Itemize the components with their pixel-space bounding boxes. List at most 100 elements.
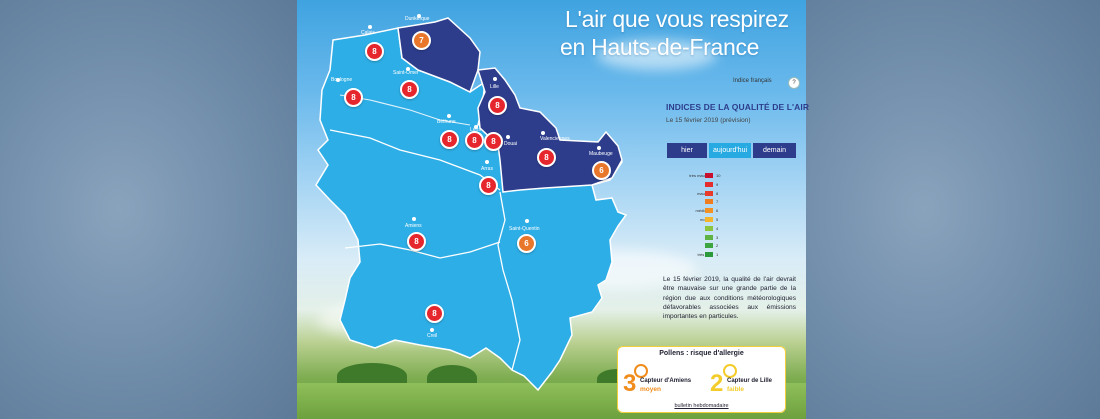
indices-title: INDICES DE LA QUALITÉ DE L'AIR — [666, 102, 810, 112]
map-border — [497, 191, 521, 371]
city-dot — [474, 125, 478, 129]
city-label: Lens — [470, 127, 481, 133]
pollens-title: Pollens : risque d'allergie — [659, 350, 744, 357]
scale-swatch — [705, 173, 713, 178]
air-quality-marker[interactable]: 8 — [365, 42, 384, 61]
scale-row: 2 — [680, 242, 740, 250]
scale-label: très bon — [697, 252, 712, 258]
scale-value: 5 — [716, 217, 719, 222]
city-dot — [525, 219, 529, 223]
air-quality-marker[interactable]: 8 — [484, 132, 503, 151]
scale-swatch — [705, 199, 713, 205]
pollen-lille-value: 2 — [710, 370, 724, 397]
city-dot — [597, 146, 601, 150]
scale-row: 9 — [680, 181, 740, 189]
index-type-link[interactable]: Indice français — [733, 78, 772, 84]
air-quality-marker[interactable]: 7 — [412, 31, 431, 50]
city-label: Valenciennes — [540, 136, 570, 142]
scale-row: bon3 — [680, 234, 740, 242]
air-quality-marker[interactable]: 6 — [517, 234, 536, 253]
scale-value: 6 — [716, 208, 719, 214]
scale-value: 10 — [716, 173, 721, 178]
scale-swatch — [705, 190, 713, 196]
city-label: Béthune — [437, 119, 456, 125]
pollen-lille-label[interactable]: Capteur de Lille — [727, 378, 773, 384]
pollen-amiens-label[interactable]: Capteur d'Amiens — [640, 378, 692, 384]
background-left — [0, 0, 297, 419]
pollens-box: Pollens : risque d'allergie 3 Capteur d'… — [617, 346, 786, 413]
scale-swatch — [705, 208, 713, 214]
air-quality-marker[interactable]: 8 — [407, 232, 426, 251]
city-dot — [417, 14, 421, 18]
pollen-amiens-value: 3 — [623, 370, 637, 397]
city-dot — [430, 328, 434, 332]
scale-label: mauvais — [672, 191, 712, 196]
air-quality-marker[interactable]: 8 — [440, 130, 459, 149]
air-quality-marker[interactable]: 8 — [400, 80, 419, 99]
air-quality-marker[interactable]: 8 — [465, 131, 484, 150]
air-quality-marker[interactable]: 8 — [479, 176, 498, 195]
scale-row: 7 — [680, 198, 740, 206]
air-quality-marker[interactable]: 8 — [425, 304, 444, 323]
page-title-line1: L'air que vous respirez — [565, 6, 789, 32]
city-label: Dunkerque — [405, 16, 430, 22]
page-title-line2: en Hauts-de-France — [560, 34, 760, 60]
air-quality-marker[interactable]: 8 — [537, 148, 556, 167]
city-dot — [368, 25, 372, 29]
city-label: Saint-Quentin — [509, 226, 540, 232]
scale-swatch — [705, 225, 713, 231]
city-label: Calais — [361, 30, 375, 36]
scale-swatch — [705, 234, 713, 240]
scale-value: 4 — [716, 225, 719, 231]
scale-row: mauvais8 — [680, 190, 740, 198]
scale-label: très mauvais — [689, 173, 712, 178]
pollen-lille-level: faible — [727, 386, 744, 393]
sun-icon — [634, 364, 648, 378]
scale-value: 3 — [716, 234, 719, 240]
city-label: Maubeuge — [589, 151, 613, 157]
scale-swatch — [705, 243, 713, 249]
scale-value: 1 — [716, 252, 719, 258]
city-label: Saint-Omer — [393, 70, 419, 76]
air-quality-marker[interactable]: 8 — [344, 88, 363, 107]
indices-date: Le 15 février 2019 (prévision) — [666, 117, 751, 124]
scale-row: médiocre 6 — [680, 207, 740, 215]
city-label: Arras — [481, 166, 493, 172]
cloud — [597, 40, 717, 70]
city-dot — [412, 217, 416, 221]
help-icon[interactable]: ? — [788, 77, 800, 89]
pollen-amiens-level: moyen — [640, 386, 661, 393]
scale-value: 2 — [716, 243, 719, 249]
scale-row: très bon 1 — [680, 251, 740, 259]
scale-value: 9 — [716, 181, 719, 187]
sun-icon — [723, 364, 737, 378]
scale-label: médiocre — [695, 208, 712, 214]
city-label: Douai — [504, 141, 518, 147]
city-dot — [493, 77, 497, 81]
city-dot — [485, 160, 489, 164]
city-dot — [336, 78, 340, 82]
city-dot — [406, 67, 410, 71]
map-border — [344, 241, 501, 259]
city-dot — [447, 114, 451, 118]
bulletin-link[interactable]: bulletin hebdomadaire — [674, 403, 729, 409]
scale-row: très mauvais 10 — [680, 172, 740, 180]
tab-hier[interactable]: hier — [667, 143, 707, 158]
scale-swatch — [705, 252, 713, 258]
scale-swatch — [705, 217, 713, 222]
city-label: Boulogne — [331, 77, 353, 83]
scale-value: 8 — [716, 190, 719, 196]
scale-row: 4 — [680, 225, 740, 233]
background-right — [806, 0, 1100, 419]
city-label: Amiens — [405, 223, 422, 229]
city-label: Lille — [490, 84, 499, 90]
tab-demain[interactable]: demain — [753, 143, 796, 158]
tab-aujourdhui[interactable]: aujourd'hui — [709, 143, 751, 158]
scale-row: moyen5 — [680, 216, 740, 224]
air-quality-marker[interactable]: 6 — [592, 161, 611, 180]
city-label: Creil — [427, 333, 438, 339]
scale-value: 7 — [716, 199, 719, 205]
air-quality-marker[interactable]: 8 — [488, 96, 507, 115]
city-dot — [506, 135, 510, 139]
